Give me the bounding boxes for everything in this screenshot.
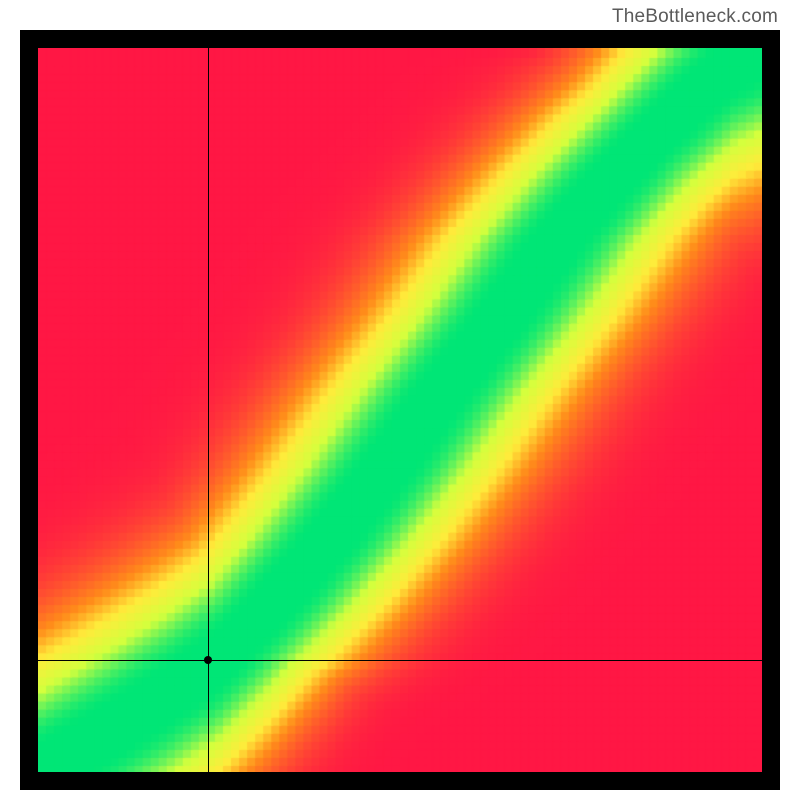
marker-dot [204, 656, 212, 664]
watermark-text: TheBottleneck.com [612, 6, 778, 28]
heatmap-canvas [38, 48, 762, 772]
chart-container: TheBottleneck.com [0, 0, 800, 800]
plot-frame [20, 30, 780, 790]
crosshair-horizontal [38, 660, 762, 661]
